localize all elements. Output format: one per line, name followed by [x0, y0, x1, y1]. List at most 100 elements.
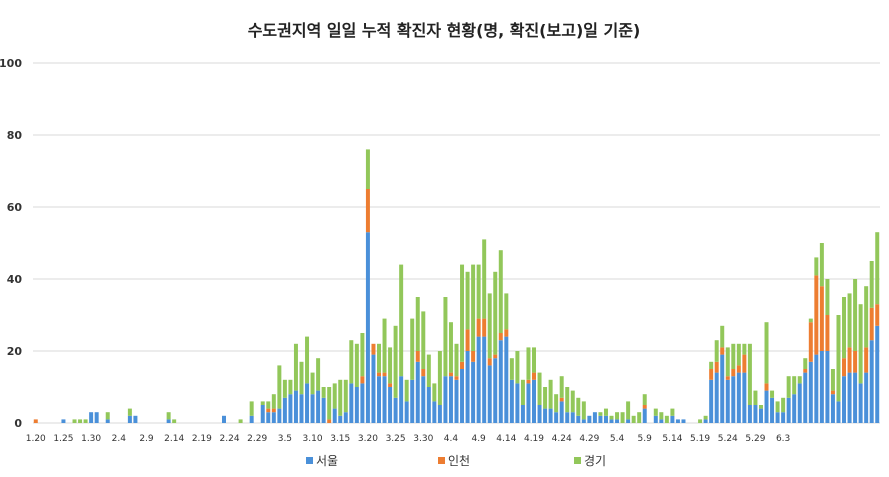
bar-segment — [399, 376, 404, 423]
bar-segment — [615, 412, 620, 420]
bar-segment — [742, 343, 747, 355]
bar-segment — [504, 336, 509, 423]
bar-segment — [858, 383, 863, 423]
bar-segment — [460, 361, 465, 369]
bar-segment — [504, 293, 509, 330]
bar-segment — [819, 243, 824, 287]
legend-swatch — [306, 457, 313, 464]
x-tick-label: 5.24 — [718, 434, 738, 444]
bar-segment — [653, 415, 658, 423]
bar-segment — [498, 250, 503, 333]
bar-segment — [520, 379, 525, 405]
bar-segment — [509, 379, 514, 423]
bar-segment — [797, 383, 802, 423]
bar-segment — [532, 347, 536, 373]
bar-segment — [797, 376, 802, 384]
bar-segment — [443, 376, 448, 423]
bar-segment — [559, 376, 564, 398]
legend-item: 인천 — [438, 453, 470, 468]
bar-segment — [437, 405, 442, 423]
bar-segment — [377, 372, 381, 377]
bar-segment — [299, 394, 304, 423]
legend-label: 경기 — [584, 454, 606, 468]
bar-segment — [842, 358, 847, 377]
bar-segment — [316, 358, 321, 391]
bar-segment — [543, 408, 548, 423]
bar-segment — [487, 293, 492, 359]
bar-segment — [559, 397, 564, 402]
bar-segment — [338, 415, 343, 423]
bar-segment — [166, 419, 171, 423]
bar-segment — [526, 383, 531, 423]
bar-segment — [570, 412, 575, 423]
legend-swatch — [438, 457, 445, 464]
bar-segment — [565, 387, 570, 413]
legend-item: 경기 — [574, 454, 606, 468]
bar-segment — [327, 387, 332, 420]
bar-segment — [493, 271, 498, 355]
bar-segment — [554, 394, 559, 413]
bar-segment — [753, 390, 758, 405]
bar-segment — [836, 401, 841, 423]
bar-segment — [487, 365, 492, 423]
bar-segment — [808, 322, 813, 362]
bar-segment — [764, 322, 769, 384]
bar-segment — [814, 257, 819, 276]
x-tick-label: 2.14 — [164, 434, 184, 444]
bar-segment — [537, 405, 542, 423]
bar-segment — [786, 376, 791, 398]
bar-segment — [388, 347, 393, 384]
bar-segment — [758, 408, 763, 423]
y-tick-label: 80 — [7, 129, 23, 142]
bar-segment — [105, 412, 110, 420]
bar-segment — [842, 297, 847, 359]
bar-segment — [764, 383, 769, 391]
bar-segment — [803, 369, 808, 373]
x-tick-label: 3.15 — [330, 434, 350, 444]
bar-segment — [487, 358, 492, 366]
bar-segment — [421, 311, 426, 369]
bar-segment — [864, 347, 869, 373]
bar-segment — [476, 318, 481, 337]
bar-segment — [554, 412, 559, 423]
x-tick-label: 2.19 — [192, 434, 212, 444]
bar-segment — [847, 372, 852, 423]
bar-segment — [548, 379, 553, 409]
bar-segment — [127, 415, 132, 423]
bar-segment — [819, 286, 824, 351]
bar-segment — [736, 372, 741, 423]
bar-segment — [332, 383, 337, 409]
x-tick-label: 1.25 — [53, 434, 73, 444]
bar-segment — [731, 369, 736, 377]
bar-segment — [814, 354, 819, 423]
bar-segment — [266, 412, 271, 423]
bar-segment — [33, 419, 38, 423]
bar-segment — [631, 415, 636, 423]
x-tick-label: 5.29 — [745, 434, 765, 444]
bar-segment — [664, 415, 669, 423]
bar-segment — [443, 297, 448, 377]
x-tick-label: 1.30 — [81, 434, 101, 444]
bar-segment — [626, 419, 631, 423]
bar-segment — [581, 401, 586, 420]
bar-segment — [316, 390, 321, 423]
bar-segment — [808, 361, 813, 423]
bar-segment — [282, 379, 287, 398]
bar-segment — [864, 286, 869, 348]
bar-segment — [559, 401, 564, 423]
bar-segment — [222, 415, 226, 423]
bar-segment — [709, 379, 714, 423]
x-tick-label: 1.20 — [26, 434, 46, 444]
bar-segment — [864, 372, 869, 423]
bar-segment — [747, 405, 752, 423]
bar-segment — [764, 390, 769, 423]
bar-segment — [349, 340, 354, 384]
bar-segment — [576, 415, 581, 423]
bar-segment — [410, 379, 415, 423]
bar-segment — [94, 412, 99, 423]
bar-segment — [819, 351, 824, 423]
bar-segment — [493, 354, 498, 359]
bar-segment — [587, 415, 592, 423]
bar-segment — [354, 343, 359, 387]
